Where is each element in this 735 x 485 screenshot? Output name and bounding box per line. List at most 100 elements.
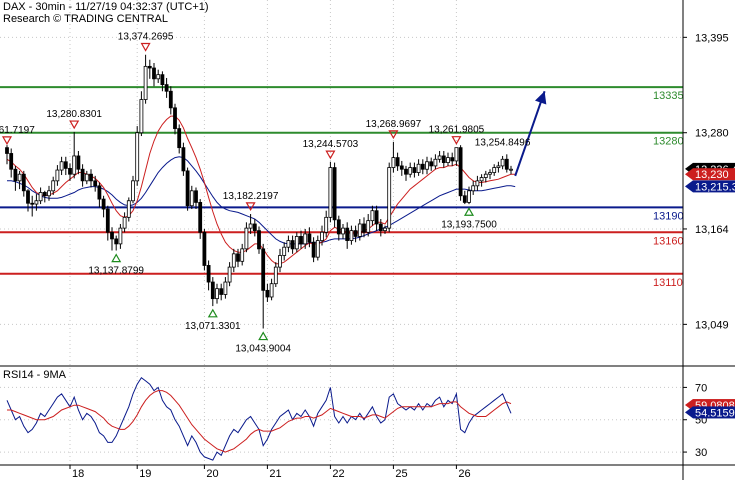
pivot-low-marker — [258, 331, 269, 341]
candle-body — [68, 167, 72, 175]
candle-body — [353, 230, 358, 237]
pivot-high-label: 13,261.7197 — [0, 125, 35, 136]
candle-body — [429, 161, 434, 167]
candle-body — [236, 253, 240, 262]
candle-body — [357, 223, 362, 237]
pivot-low-label: 13,193.7500 — [441, 219, 497, 230]
candle-body — [328, 167, 333, 218]
candlesticks — [5, 54, 513, 329]
pivot-high-marker — [1, 136, 13, 146]
candle-body — [366, 220, 371, 233]
x-tick-label: 19 — [139, 468, 151, 480]
candle-body — [404, 168, 408, 175]
pivot-low-marker — [463, 207, 475, 216]
candle-body — [454, 147, 459, 162]
candle-body — [387, 167, 392, 229]
x-tick-label: 26 — [458, 468, 470, 480]
candle-body — [399, 165, 404, 170]
candle-body — [164, 84, 169, 92]
candle-body — [227, 266, 232, 283]
time-axis: 18 19 20 21 22 25 26 — [69, 465, 471, 480]
candle-body — [219, 288, 224, 295]
candle-body — [202, 231, 207, 266]
pivot-high-label: 13,280.8301 — [46, 109, 102, 120]
candle-body — [345, 227, 350, 241]
candle-body — [80, 168, 85, 182]
candle-body — [299, 236, 303, 245]
candle-body — [84, 173, 89, 182]
pivot-high-marker — [69, 120, 80, 130]
chart-title: DAX - 30min - 11/27/19 04:32:37 (UTC+1) — [3, 1, 209, 13]
main-grid — [0, 0, 683, 365]
price-annotations: 13,261.7197 13,280.8301 13,374.2695 13,137.… — [0, 32, 547, 355]
candle-body — [240, 248, 245, 262]
candle-body — [420, 163, 425, 170]
candle-body — [147, 65, 152, 69]
candle-body — [462, 195, 467, 203]
candle-body — [269, 283, 274, 298]
candle-body — [496, 165, 501, 168]
candle-body — [198, 202, 203, 233]
rsi-grid — [0, 368, 683, 465]
candle-body — [13, 168, 18, 182]
candle-body — [492, 167, 497, 173]
candle-body — [307, 233, 312, 243]
candle-body — [483, 173, 488, 178]
pivot-low-label: 13,137.8799 — [88, 266, 144, 277]
candle-body — [101, 198, 106, 210]
candle-body — [488, 172, 492, 175]
candle-body — [63, 161, 68, 169]
candle-body — [383, 227, 387, 232]
x-tick-label: 21 — [269, 468, 281, 480]
rsi-tick-label: 70 — [695, 382, 707, 394]
candle-body — [215, 288, 219, 300]
pivot-high-marker — [245, 202, 256, 212]
pivot-low-marker — [111, 253, 122, 263]
candle-body — [273, 266, 278, 285]
candle-body — [504, 158, 509, 170]
candle-body — [408, 167, 413, 175]
candle-body — [446, 157, 450, 163]
x-tick-label: 18 — [72, 468, 84, 480]
candle-body — [282, 246, 287, 256]
price-badge — [693, 168, 735, 181]
candle-body — [391, 157, 396, 168]
candle-body — [189, 190, 194, 207]
candle-body — [122, 216, 127, 229]
candle-body — [126, 200, 131, 218]
pivot-high-marker — [325, 150, 336, 160]
candle-body — [160, 74, 165, 86]
candle-body — [252, 223, 257, 232]
candle-body — [467, 190, 471, 203]
candle-body — [261, 248, 266, 291]
y-tick-label: 13,049 — [695, 319, 729, 331]
pivot-low-label: 13,071.3301 — [185, 321, 241, 332]
price-badge-pointer — [685, 180, 693, 193]
candle-body — [286, 240, 291, 248]
y-tick-label: 13,164 — [695, 224, 729, 236]
candle-body — [341, 227, 345, 235]
projection-target-label: 13,254.8496 — [475, 138, 531, 149]
candle-body — [336, 219, 341, 235]
rsi-badge-pointer — [685, 406, 693, 419]
candle-body — [51, 180, 56, 192]
candle-body — [143, 65, 148, 100]
chart-attribution: Research © TRADING CENTRAL — [3, 13, 168, 25]
rsi-ma-line — [7, 390, 512, 453]
level-label: 13110 — [653, 277, 683, 289]
candle-body — [173, 107, 177, 129]
level-label: 13335 — [653, 90, 684, 102]
candle-body — [509, 168, 513, 171]
pivot-high-marker — [451, 136, 462, 145]
candle-body — [72, 155, 77, 175]
candle-body — [332, 167, 337, 221]
pivot-high-label: 13,182.2197 — [223, 191, 279, 202]
price-axis: 13,39513,28013,16413,04913,236.413,23013… — [683, 32, 735, 331]
projection-arrow-line — [514, 90, 546, 177]
pivot-high-marker — [140, 42, 151, 52]
pivot-low-label: 13,043.9004 — [235, 344, 291, 355]
projection-arrowhead — [534, 91, 547, 105]
candle-body — [223, 281, 228, 295]
